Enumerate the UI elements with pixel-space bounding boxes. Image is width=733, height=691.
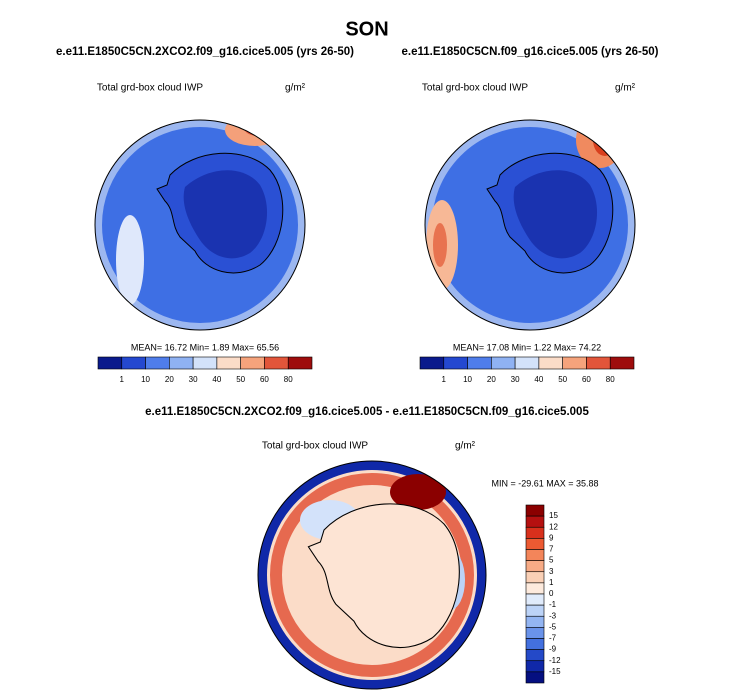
variable-label: Total grd-box cloud IWP xyxy=(97,83,203,94)
colorbar-box xyxy=(419,356,445,370)
colorbar-label: -3 xyxy=(549,611,557,620)
variable-label: Total grd-box cloud IWP xyxy=(422,83,528,94)
colorbar-label: -7 xyxy=(549,634,557,643)
colorbar-label: 10 xyxy=(141,375,150,384)
colorbar-label: 9 xyxy=(549,533,554,542)
colorbar-box xyxy=(121,356,146,370)
stats: MIN = -29.61 MAX = 35.88 xyxy=(491,478,598,488)
colorbar-label: 20 xyxy=(165,375,174,384)
colorbar-box xyxy=(491,356,516,370)
colorbar-label: 60 xyxy=(582,375,591,384)
colorbar: 1 10 20 30 40 50 60 80 xyxy=(97,356,313,384)
colorbar-box xyxy=(609,356,635,370)
stats: MEAN= 17.08 Min= 1.22 Max= 74.22 xyxy=(453,342,601,352)
variable-label: Total grd-box cloud IWP xyxy=(262,441,368,452)
colorbar-box xyxy=(525,604,545,617)
colorbar-label: -1 xyxy=(549,600,557,609)
colorbar-box xyxy=(264,356,289,370)
colorbar-label: 80 xyxy=(606,375,615,384)
colorbar-label: 1 xyxy=(442,375,447,384)
colorbar-label: 60 xyxy=(260,375,269,384)
colorbar-box xyxy=(586,356,611,370)
colorbar-box xyxy=(145,356,170,370)
figure-title: SON xyxy=(345,18,388,40)
colorbar-box xyxy=(525,526,545,539)
colorbar-box xyxy=(216,356,241,370)
colorbar-label: 40 xyxy=(212,375,221,384)
colorbar-label: 80 xyxy=(284,375,293,384)
colorbar-box xyxy=(562,356,587,370)
panel-title: e.e11.E1850C5CN.2XCO2.f09_g16.cice5.005 … xyxy=(145,406,589,418)
units-label: g/m² xyxy=(455,441,476,452)
colorbar-label: 5 xyxy=(549,556,554,565)
colorbar-box xyxy=(240,356,265,370)
stats: MEAN= 16.72 Min= 1.89 Max= 65.56 xyxy=(131,342,279,352)
colorbar-box xyxy=(525,671,545,684)
colorbar-box xyxy=(287,356,313,370)
colorbar-label: 50 xyxy=(236,375,245,384)
colorbar-label: 20 xyxy=(487,375,496,384)
colorbar-box xyxy=(525,538,545,550)
colorbar-label: 3 xyxy=(549,567,554,576)
colorbar-box xyxy=(97,356,123,370)
colorbar-box xyxy=(525,571,545,584)
colorbar-box xyxy=(525,615,545,628)
colorbar: 15 12 9 7 5 3 1 0 -1 -3 -5 -7 -9 -12 -15 xyxy=(525,504,561,684)
map xyxy=(95,120,305,330)
colorbar-box xyxy=(525,649,545,662)
units-label: g/m² xyxy=(285,83,306,94)
colorbar-box xyxy=(525,515,545,528)
colorbar-box xyxy=(192,356,218,370)
colorbar-label: 30 xyxy=(511,375,520,384)
colorbar-label: -12 xyxy=(549,656,561,665)
colorbar-box xyxy=(538,356,563,370)
colorbar-box xyxy=(525,660,545,673)
colorbar-label: 12 xyxy=(549,522,558,531)
colorbar-label: 10 xyxy=(463,375,472,384)
colorbar-label: 1 xyxy=(549,578,554,587)
panel-title: e.e11.E1850C5CN.f09_g16.cice5.005 (yrs 2… xyxy=(401,46,658,58)
colorbar-label: 40 xyxy=(534,375,543,384)
colorbar: 1 10 20 30 40 50 60 80 xyxy=(419,356,635,384)
units-label: g/m² xyxy=(615,83,636,94)
colorbar-label: 30 xyxy=(189,375,198,384)
colorbar-label: 0 xyxy=(549,589,554,598)
colorbar-box xyxy=(525,504,545,517)
colorbar-label: 50 xyxy=(558,375,567,384)
panel-title: e.e11.E1850C5CN.2XCO2.f09_g16.cice5.005 … xyxy=(56,46,354,58)
colorbar-box xyxy=(525,627,545,639)
colorbar-box xyxy=(525,560,545,573)
colorbar-label: 1 xyxy=(120,375,125,384)
colorbar-label: -9 xyxy=(549,645,557,654)
map xyxy=(258,461,486,689)
colorbar-box xyxy=(525,638,545,650)
colorbar-box xyxy=(467,356,492,370)
colorbar-label: 15 xyxy=(549,511,558,520)
map xyxy=(425,120,635,330)
colorbar-box xyxy=(443,356,468,370)
colorbar-box xyxy=(169,356,194,370)
colorbar-box xyxy=(525,582,545,595)
colorbar-label: 7 xyxy=(549,545,554,554)
colorbar-box xyxy=(514,356,540,370)
colorbar-label: -15 xyxy=(549,667,561,676)
colorbar-label: -5 xyxy=(549,622,557,631)
colorbar-box xyxy=(525,593,545,606)
colorbar-box xyxy=(525,549,545,561)
